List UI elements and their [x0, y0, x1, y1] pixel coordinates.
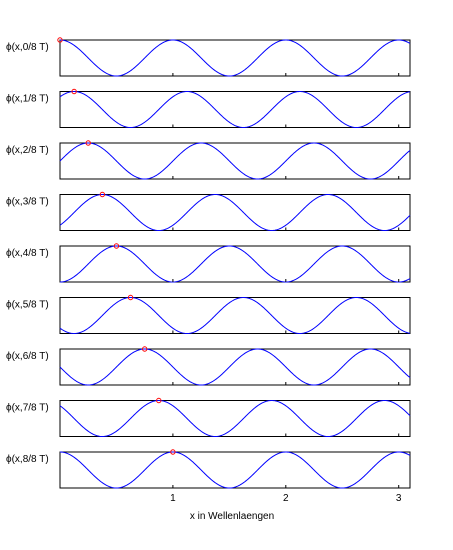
axes-box	[59, 142, 411, 180]
axes-box	[59, 348, 411, 386]
panel-ylabel: ϕ(x,5/8 T)	[6, 300, 49, 311]
wave-line	[59, 348, 411, 386]
axes-box	[59, 91, 411, 128]
axes-box	[59, 245, 411, 283]
crest-marker	[113, 243, 120, 249]
wave-panel: ϕ(x,4/8 T)	[6, 243, 411, 283]
panel-ylabel: ϕ(x,8/8 T)	[6, 454, 49, 465]
wave-line	[59, 39, 411, 77]
x-axis-label: x in Wellenlaengen	[190, 511, 274, 522]
wave-panel: ϕ(x,7/8 T)	[6, 397, 411, 438]
panel-ylabel: ϕ(x,3/8 T)	[6, 197, 49, 208]
wave-line	[59, 142, 411, 180]
crest-marker	[156, 397, 162, 404]
crest-marker	[99, 191, 106, 198]
crest-marker	[85, 140, 91, 146]
axes-box	[59, 194, 411, 231]
wave-panel: ϕ(x,2/8 T)	[6, 140, 411, 180]
panel-ylabel: ϕ(x,6/8 T)	[6, 351, 49, 362]
panel-ylabel: ϕ(x,0/8 T)	[6, 42, 49, 53]
wave-line	[59, 296, 411, 335]
panel-ylabel: ϕ(x,4/8 T)	[6, 248, 49, 259]
wave-line	[59, 399, 411, 438]
axes-box	[59, 400, 411, 437]
wave-panel: ϕ(x,0/8 T)	[6, 37, 411, 77]
axes-box	[59, 451, 411, 489]
crest-marker	[71, 88, 77, 95]
crest-marker	[170, 449, 176, 455]
wave-panel: ϕ(x,6/8 T)	[6, 346, 411, 386]
wave-line	[59, 90, 411, 129]
panel-ylabel: ϕ(x,7/8 T)	[6, 403, 49, 414]
wave-line	[59, 451, 411, 489]
x-tick-label: 2	[283, 493, 289, 504]
axes-box	[59, 39, 411, 77]
crest-marker	[127, 294, 134, 301]
panel-ylabel: ϕ(x,2/8 T)	[6, 145, 49, 156]
axes-box	[59, 297, 411, 334]
x-tick-label: 1	[170, 493, 176, 504]
panel-ylabel: ϕ(x,1/8 T)	[6, 94, 49, 105]
wave-panel: ϕ(x,3/8 T)	[6, 191, 411, 232]
crest-marker	[57, 37, 63, 43]
crest-marker	[141, 346, 148, 352]
x-tick-label: 3	[396, 493, 402, 504]
wave-panel: ϕ(x,5/8 T)	[6, 294, 411, 335]
wave-panel: ϕ(x,1/8 T)	[6, 88, 411, 129]
wave-line	[59, 193, 411, 232]
wave-panel: ϕ(x,8/8 T) 1 2 3	[6, 449, 411, 504]
